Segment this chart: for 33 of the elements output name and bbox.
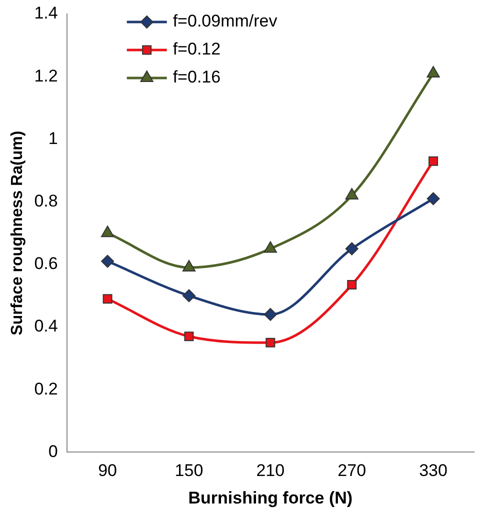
point: [266, 338, 276, 348]
point: [426, 66, 440, 78]
y-tick-label: 1.4: [34, 4, 58, 23]
y-axis-title: Surface roughness Ra(um): [9, 130, 26, 336]
point: [101, 254, 114, 268]
point: [100, 226, 114, 238]
point: [345, 188, 358, 200]
point: [102, 294, 112, 304]
point: [347, 280, 357, 290]
point: [428, 156, 438, 166]
x-tick-label: 210: [256, 461, 285, 480]
x-tick-label: 150: [174, 461, 204, 480]
point: [426, 192, 440, 206]
point: [264, 241, 277, 253]
y-tick-label: 0.4: [34, 316, 58, 336]
legend-label: f=0.16: [172, 68, 221, 87]
point: [182, 260, 196, 272]
y-tick-label: 0: [48, 442, 58, 461]
x-tick-label: 90: [98, 461, 118, 480]
y-tick-label: 0.8: [34, 191, 58, 210]
x-tick-label: 270: [338, 461, 366, 480]
y-tick-label: 1: [48, 128, 58, 148]
point: [264, 308, 277, 321]
y-tick-label: 1.2: [34, 66, 58, 86]
legend-label: f=0.12: [172, 40, 221, 59]
y-tick-label: 0.2: [34, 379, 58, 398]
y-tick-label: 0.6: [34, 254, 58, 274]
point: [182, 289, 196, 302]
x-tick-label: 330: [419, 461, 448, 480]
x-axis-title: Burnishing force (N): [188, 488, 353, 508]
point: [345, 242, 358, 256]
legend-label: f=0.09mm/rev: [172, 12, 278, 31]
point: [184, 332, 194, 342]
